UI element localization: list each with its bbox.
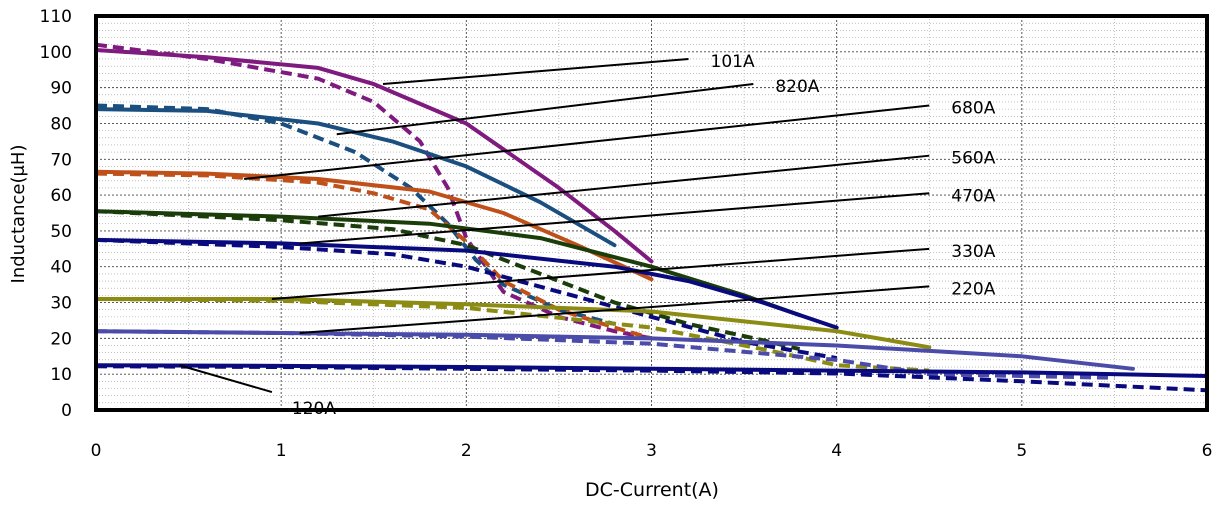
annotation-label-330a: 330A [951,242,995,262]
y-tick-label: 40 [50,258,72,278]
series-layer [94,42,1209,393]
y-tick-label: 0 [61,401,72,421]
annotation-leader-220a [299,285,930,334]
y-tick-label: 100 [40,43,72,63]
x-tick-label: 3 [646,441,657,461]
series-120a-solid-line [94,363,1209,378]
x-tick-label: 6 [1202,441,1213,461]
series-820a-solid-line [94,107,617,248]
series-680a-solid-line [94,169,654,282]
x-tick-label: 4 [831,441,842,461]
y-tick-label: 110 [40,7,72,27]
series-220a-solid-line [94,329,1135,371]
series-470a-solid-line [94,237,839,330]
series-560a-dashed-line [95,209,801,352]
series-101a-solid-line [94,48,654,264]
x-tick-label: 5 [1016,441,1027,461]
annotation-label-470a: 470A [951,186,995,206]
y-tick-label: 60 [50,186,72,206]
annotation-label-220a: 220A [951,279,995,299]
axis-layer: 0 10 20 30 40 50 60 70 80 90 100 110 0 1 2 3 4 5 6 [40,7,1213,461]
x-tick-label: 2 [461,441,472,461]
y-tick-label: 30 [50,294,72,314]
annotation-label-820a: 820A [775,77,819,97]
x-axis-label: DC-Current(A) [585,479,719,501]
annotation-leader-820a [336,83,754,136]
series-330a-solid-line [94,297,932,350]
annotation-leader-680a [244,104,930,180]
annotation-leader-120a [179,364,273,394]
x-tick-label: 1 [276,441,287,461]
y-tick-label: 50 [50,222,72,242]
annotation-leader-560a [318,154,930,218]
grid-layer [96,16,1207,410]
annotation-label-680a: 680A [951,99,995,119]
plot-frame [94,14,1209,412]
annotation-leader-101a [382,57,689,86]
annotation-leader-470a [299,192,930,245]
y-tick-label: 80 [50,114,72,134]
y-tick-label: 70 [50,150,72,170]
y-tick-label: 20 [50,329,72,349]
x-tick-label: 0 [91,441,102,461]
series-220a-dashed-line [95,329,1115,380]
annotation-label-560a: 560A [951,149,995,169]
annotation-leader-330a [271,247,930,300]
series-120a-dashed-line [95,364,1208,393]
annotation-label-101a: 101A [711,52,755,72]
y-axis-label: Inductance(μH) [8,145,29,284]
y-tick-label: 90 [50,79,72,99]
y-tick-label: 10 [50,365,72,385]
